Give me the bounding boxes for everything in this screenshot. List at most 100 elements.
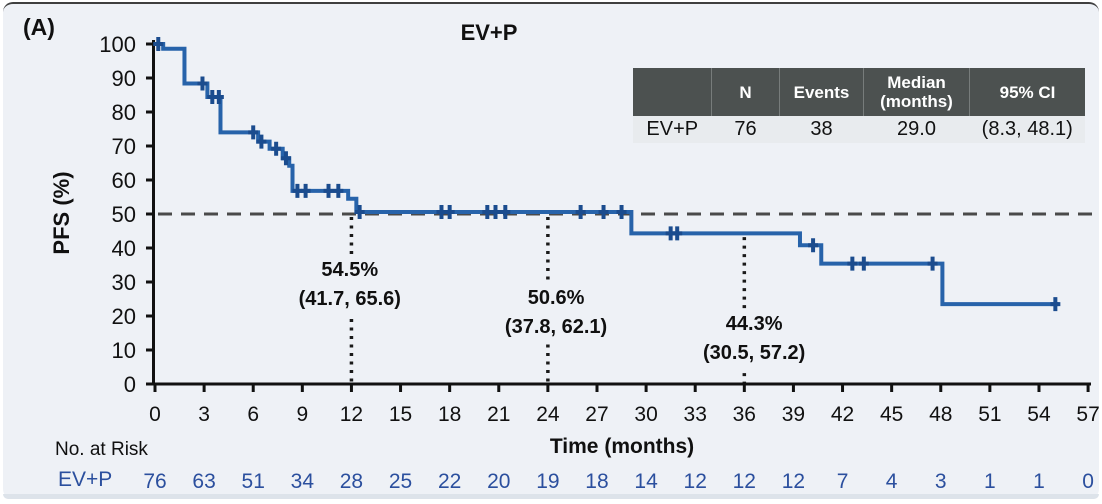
x-tick-label-18: 18	[438, 403, 461, 426]
x-axis-title: Time (months)	[549, 435, 695, 458]
x-tick-label-57: 57	[1076, 403, 1099, 426]
censor-mark	[616, 204, 627, 219]
y-tick-label-80: 80	[112, 100, 136, 125]
censor-mark	[248, 125, 259, 140]
risk-count-27mo: 18	[585, 470, 608, 493]
censor-mark	[323, 183, 334, 198]
y-tick-label-10: 10	[112, 338, 136, 363]
summary-header-n: N	[711, 68, 780, 116]
y-tick-label-70: 70	[112, 134, 136, 159]
x-tick-label-6: 6	[247, 403, 259, 426]
censor-mark	[575, 204, 586, 219]
summary-cell-ci: (8.3, 48.1)	[969, 116, 1085, 143]
summary-cell-n: 76	[711, 116, 780, 143]
y-tick-label-50: 50	[112, 202, 136, 227]
risk-count-30mo: 14	[634, 470, 658, 493]
x-tick-label-0: 0	[149, 403, 161, 426]
censor-mark	[444, 204, 455, 219]
risk-count-39mo: 12	[782, 470, 805, 493]
censor-mark	[197, 76, 208, 91]
x-tick-label-30: 30	[634, 403, 657, 426]
risk-count-3mo: 63	[192, 470, 215, 493]
risk-count-45mo: 4	[886, 470, 898, 493]
censor-mark	[500, 204, 511, 219]
censor-mark	[153, 37, 164, 51]
chart-title: EV+P	[460, 20, 518, 45]
risk-count-6mo: 51	[242, 470, 265, 493]
annotation-12-months-ci: (41.7, 65.6)	[298, 288, 401, 311]
risk-count-57mo: 0	[1082, 470, 1094, 493]
censor-mark	[256, 134, 267, 149]
risk-count-54mo: 1	[1033, 470, 1045, 493]
x-tick-label-9: 9	[296, 403, 308, 426]
censor-mark	[300, 183, 311, 198]
x-tick-label-48: 48	[929, 403, 952, 426]
summary-table-header: N Events Median (months) 95% CI	[633, 68, 1085, 116]
censor-mark	[808, 238, 819, 253]
summary-header-median-line1: Median	[887, 73, 946, 92]
censor-mark	[280, 151, 291, 166]
censor-mark	[598, 204, 609, 219]
y-tick-label-90: 90	[112, 66, 136, 91]
summary-header-events: Events	[779, 68, 864, 116]
summary-header-blank	[633, 68, 712, 116]
annotation-12-months-estimate: 54.5%	[321, 259, 379, 282]
censor-mark	[354, 204, 365, 219]
y-tick-label-0: 0	[124, 372, 136, 397]
bottom-edge-strip	[3, 494, 1099, 499]
risk-table-series-label: EV+P	[58, 468, 113, 491]
annotation-36-months-ci: (30.5, 57.2)	[702, 342, 806, 365]
summary-cell-median: 29.0	[863, 116, 970, 143]
censor-mark	[271, 141, 282, 156]
y-tick-label-20: 20	[112, 304, 136, 329]
risk-count-24mo: 19	[536, 470, 559, 493]
y-axis-title: PFS (%)	[49, 171, 74, 255]
x-tick-label-27: 27	[585, 403, 608, 426]
censor-mark	[490, 204, 501, 219]
censor-mark	[927, 256, 938, 271]
summary-table-body: EV+P 76 38 29.0 (8.3, 48.1)	[633, 116, 1085, 143]
annotation-12-months: 54.5% (41.7, 65.6)	[293, 256, 406, 315]
censor-mark	[1050, 297, 1061, 312]
y-tick-label-100: 100	[99, 32, 136, 57]
annotation-36-months: 44.3% (30.5, 57.2)	[697, 310, 811, 369]
annotation-24-months-estimate: 50.6%	[527, 286, 585, 309]
x-tick-label-12: 12	[340, 403, 363, 426]
censor-mark	[858, 256, 869, 271]
annotation-24-months: 50.6% (37.8, 62.1)	[499, 283, 613, 342]
risk-count-51mo: 1	[984, 470, 996, 493]
risk-count-9mo: 34	[291, 470, 315, 493]
risk-table-label: No. at Risk	[55, 439, 148, 460]
x-tick-label-36: 36	[733, 403, 756, 426]
summary-cell-name: EV+P	[633, 116, 712, 143]
risk-count-36mo: 12	[733, 470, 756, 493]
summary-table: N Events Median (months) 95% CI EV+P 76 …	[633, 68, 1085, 143]
summary-header-ci: 95% CI	[969, 68, 1085, 116]
x-tick-label-45: 45	[880, 403, 903, 426]
y-tick-label-60: 60	[112, 168, 136, 193]
censor-mark	[213, 90, 224, 105]
x-tick-label-33: 33	[684, 403, 707, 426]
summary-table-row: EV+P 76 38 29.0 (8.3, 48.1)	[633, 116, 1085, 143]
annotation-24-months-ci: (37.8, 62.1)	[504, 315, 608, 338]
censor-mark	[672, 226, 683, 241]
risk-count-42mo: 7	[837, 470, 849, 493]
panel-label: (A)	[23, 14, 55, 40]
x-tick-label-15: 15	[389, 403, 412, 426]
y-tick-label-40: 40	[112, 236, 136, 261]
km-curve-evp	[155, 42, 1059, 307]
risk-count-18mo: 22	[438, 470, 461, 493]
x-tick-label-42: 42	[831, 403, 854, 426]
annotation-36-months-estimate: 44.3%	[725, 313, 783, 336]
summary-cell-events: 38	[779, 116, 864, 143]
risk-count-48mo: 3	[935, 470, 947, 493]
risk-count-21mo: 20	[487, 470, 510, 493]
y-tick-label-30: 30	[112, 270, 136, 295]
figure-panel: (A) EV+P PFS (%) Time (months) N Events …	[3, 2, 1100, 499]
censor-mark	[333, 183, 344, 198]
x-tick-label-3: 3	[198, 403, 210, 426]
x-tick-label-21: 21	[487, 403, 510, 426]
x-tick-label-39: 39	[782, 403, 805, 426]
x-tick-label-51: 51	[978, 403, 1001, 426]
